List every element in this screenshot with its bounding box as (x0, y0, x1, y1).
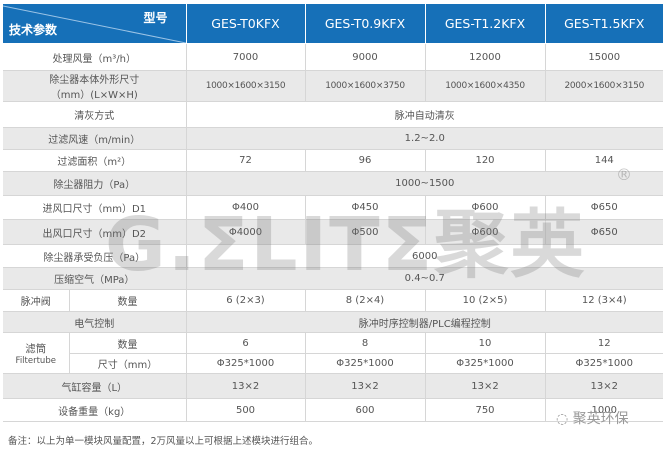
table-row: 滤筒 Filtertube 数量 6 8 10 12 (3, 332, 663, 374)
table-row: 尺寸（mm） Φ325*1000 Φ325*1000 Φ325*1000 Φ325*1… (3, 353, 663, 374)
cell: 13×2 (545, 373, 663, 399)
cell: 8 (305, 332, 426, 354)
row-sublabel: 尺寸（mm） (69, 353, 187, 374)
cell: 13×2 (186, 373, 306, 399)
cell: 12000 (425, 43, 546, 71)
cell: 1000×1600×4350 (425, 70, 546, 102)
cell: 1000~1500 (186, 171, 663, 196)
row-sublabel: 数量 (69, 332, 187, 354)
cell: 脉冲时序控制器/PLC编程控制 (186, 311, 663, 333)
cell: Φ650 (545, 219, 663, 245)
table-row: 过滤面积（m²） 72 96 120 144 (3, 149, 663, 172)
cell: Φ500 (305, 219, 426, 245)
cell: Φ650 (545, 195, 663, 220)
row-label: 过滤风速（m/min） (3, 127, 187, 150)
model-header: GES-T0.9KFX (305, 3, 426, 44)
cell: 6 (2×3) (186, 289, 306, 312)
cell: 2000×1600×3150 (545, 70, 663, 102)
cell: 6000 (186, 244, 663, 268)
cell: Φ600 (425, 219, 546, 245)
table-row: 气缸容量（L） 13×2 13×2 13×2 13×2 (3, 373, 663, 399)
row-label: 滤筒 Filtertube (3, 332, 70, 374)
row-label-line: Filtertube (15, 355, 56, 366)
row-label-line: （mm）(L×W×H) (50, 90, 138, 101)
cell: 1000×1600×3150 (186, 70, 306, 102)
table-row: 进风口尺寸（mm）D1 Φ400 Φ450 Φ600 Φ650 (3, 195, 663, 220)
cell: Φ450 (305, 195, 426, 220)
model-header: GES-T1.5KFX (545, 3, 663, 44)
cell: 脉冲自动清灰 (186, 101, 663, 128)
row-label: 压缩空气（MPa） (3, 267, 187, 290)
table-row: 脉冲阀 数量 6 (2×3) 8 (2×4) 10 (2×5) 12 (3×4) (3, 289, 663, 312)
row-label-line: 滤筒 (25, 342, 47, 355)
table-row: 除尘器阻力（Pa） 1000~1500 (3, 171, 663, 196)
row-label: 设备重量（kg） (3, 398, 187, 422)
row-label: 处理风量（m³/h） (3, 43, 187, 71)
cell: 0.4~0.7 (186, 267, 663, 290)
row-label: 除尘器承受负压（Pa） (3, 244, 187, 268)
cell: 1000×1600×3750 (305, 70, 426, 102)
cell: Φ325*1000 (545, 353, 663, 374)
table-row: 清灰方式 脉冲自动清灰 (3, 101, 663, 128)
cell: 500 (186, 398, 306, 422)
cell: Φ325*1000 (425, 353, 546, 374)
model-header: GES-T1.2KFX (425, 3, 546, 44)
params-label: 技术参数 (9, 23, 58, 37)
table-row: 电气控制 脉冲时序控制器/PLC编程控制 (3, 311, 663, 333)
row-label: 电气控制 (3, 311, 187, 333)
wechat-brand: ◌ 聚英环保 (556, 408, 629, 428)
footnote: 备注：以上为单一模块风量配置，2万风量以上可根据上述模块进行组合。 (8, 436, 319, 447)
cell: 144 (545, 149, 663, 172)
spec-table: 型号 技术参数 GES-T0KFX GES-T0.9KFX GES-T1.2KF… (3, 3, 663, 422)
wechat-icon: ◌ (556, 411, 573, 427)
row-label: 出风口尺寸（mm）D2 (3, 219, 187, 245)
header-row: 型号 技术参数 GES-T0KFX GES-T0.9KFX GES-T1.2KF… (3, 3, 663, 44)
cell: 600 (305, 398, 426, 422)
table-row: 除尘器本体外形尺寸 （mm）(L×W×H) 1000×1600×3150 1000×… (3, 70, 663, 102)
cell: 1000 (545, 398, 663, 422)
cell: 72 (186, 149, 306, 172)
cell: Φ400 (186, 195, 306, 220)
corner-header: 型号 技术参数 (3, 3, 187, 44)
cell: 9000 (305, 43, 426, 71)
row-label: 脉冲阀 (3, 289, 70, 312)
cell: 750 (425, 398, 546, 422)
row-label: 除尘器本体外形尺寸 （mm）(L×W×H) (3, 70, 187, 102)
cell: 12 (3×4) (545, 289, 663, 312)
table-row: 设备重量（kg） 500 600 750 1000 (3, 398, 663, 422)
row-label: 进风口尺寸（mm）D1 (3, 195, 187, 220)
model-header: GES-T0KFX (186, 3, 306, 44)
cell: Φ325*1000 (186, 353, 306, 374)
table-row: 除尘器承受负压（Pa） 6000 (3, 244, 663, 268)
model-label: 型号 (143, 11, 168, 25)
cell: 15000 (545, 43, 663, 71)
cell: 7000 (186, 43, 306, 71)
cell: 13×2 (425, 373, 546, 399)
cell: 8 (2×4) (305, 289, 426, 312)
table-row: 压缩空气（MPa） 0.4~0.7 (3, 267, 663, 290)
row-label: 除尘器阻力（Pa） (3, 171, 187, 196)
cell: 1.2~2.0 (186, 127, 663, 150)
row-label: 气缸容量（L） (3, 373, 187, 399)
row-label: 清灰方式 (3, 101, 187, 128)
cell: 10 (425, 332, 546, 354)
table-row: 处理风量（m³/h） 7000 9000 12000 15000 (3, 43, 663, 71)
table-row: 出风口尺寸（mm）D2 Φ4000 Φ500 Φ600 Φ650 (3, 219, 663, 245)
cell: Φ600 (425, 195, 546, 220)
cell: 10 (2×5) (425, 289, 546, 312)
cell: Φ325*1000 (305, 353, 426, 374)
cell: 120 (425, 149, 546, 172)
cell: 6 (186, 332, 306, 354)
cell: 13×2 (305, 373, 426, 399)
wechat-brand-label: 聚英环保 (572, 411, 629, 427)
cell: Φ4000 (186, 219, 306, 245)
row-label: 过滤面积（m²） (3, 149, 187, 172)
row-label-line: 除尘器本体外形尺寸 (49, 75, 140, 86)
table-row: 过滤风速（m/min） 1.2~2.0 (3, 127, 663, 150)
row-sublabel: 数量 (69, 289, 187, 312)
cell: 96 (305, 149, 426, 172)
registered-mark: ® (616, 165, 632, 184)
cell: 12 (545, 332, 663, 354)
